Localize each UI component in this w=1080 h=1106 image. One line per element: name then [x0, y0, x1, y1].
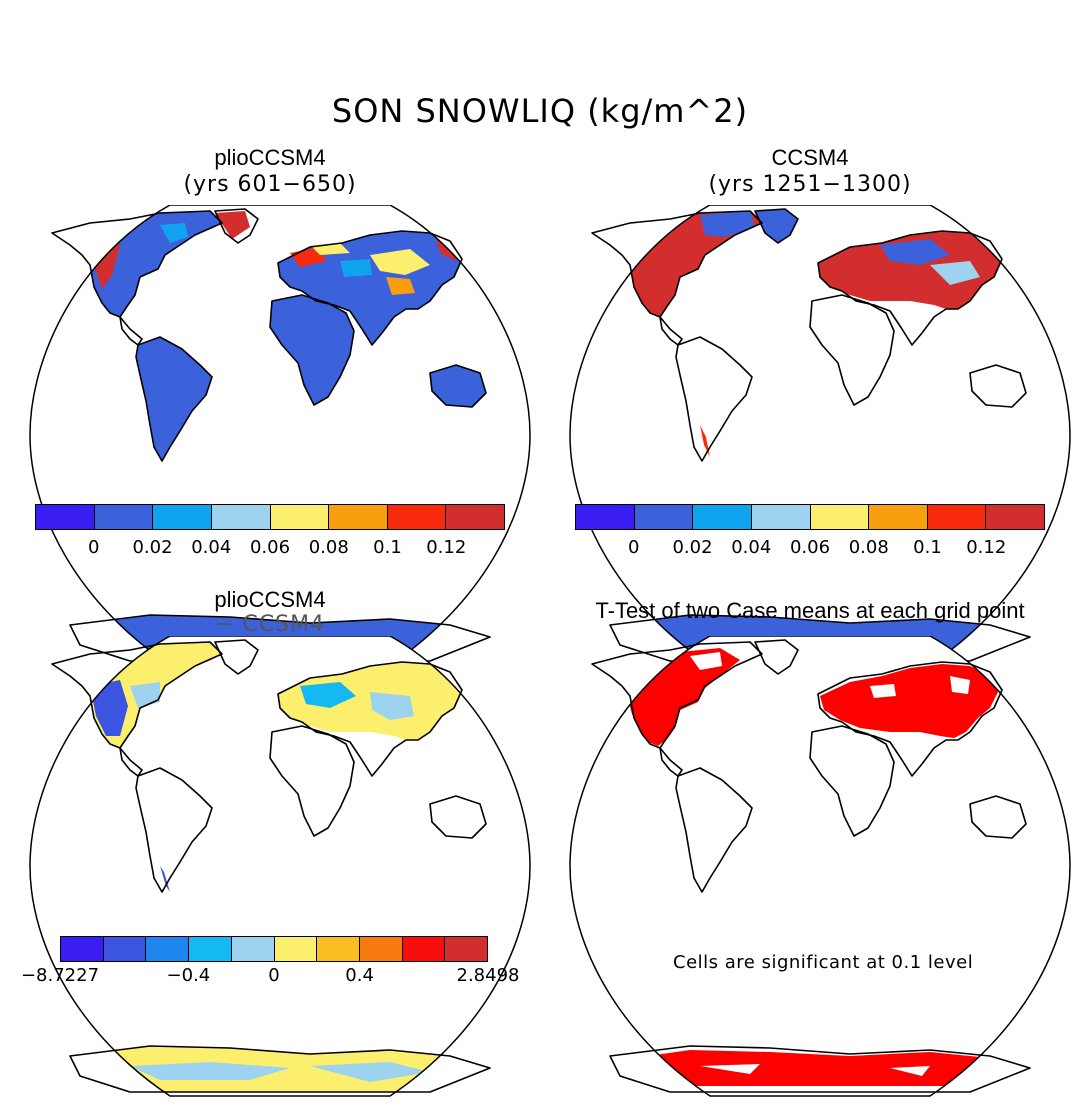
colorbar-CCSM4-tick-label: 0 [628, 537, 640, 558]
colorbar-CCSM4-swatch [810, 505, 870, 529]
colorbar-CCSM4-tick-label: 0.1 [913, 537, 942, 558]
colorbar-difference-swatch [103, 937, 147, 961]
colorbar-plioCCSM4-swatch [387, 505, 447, 529]
colorbar-plioCCSM4-swatch [270, 505, 330, 529]
colorbar-difference-tick-label: −0.4 [166, 965, 211, 986]
colorbar-plioCCSM4-swatch [94, 505, 154, 529]
colorbar-CCSM4-swatch [576, 505, 635, 529]
colorbar-CCSM4-tick-label: 0.02 [672, 537, 713, 558]
colorbar-difference-tick-label: −8.7227 [20, 965, 100, 986]
colorbar-plioCCSM4-tick-label: 0.06 [249, 537, 291, 558]
colorbar-difference-swatch [317, 937, 360, 961]
colorbar-plioCCSM4-swatch [329, 505, 388, 529]
significance-note: Cells are significant at 0.1 level [673, 952, 974, 973]
colorbar-CCSM4-swatch [986, 505, 1044, 529]
map-difference [29, 636, 531, 1097]
colorbar-plioCCSM4-swatch [36, 505, 95, 529]
colorbar-plioCCSM4-labels: 0 0.02 0.04 0.06 0.08 0.1 0.12 [35, 537, 505, 561]
colorbar-CCSM4-swatch [927, 505, 987, 529]
colorbar-difference-swatch [189, 937, 232, 961]
colorbar-plioCCSM4-swatch [153, 505, 212, 529]
colorbar-difference-tick-label: 0.4 [345, 965, 374, 986]
map-CCSM4 [569, 205, 1071, 666]
colorbar-plioCCSM4-tick-label: 0 [88, 537, 100, 558]
colorbar-difference [60, 936, 488, 962]
panel-4-title: T-Test of two Case means at each grid po… [595, 598, 1025, 623]
colorbar-plioCCSM4-tick-label: 0.12 [426, 537, 467, 558]
panel-2-subtitle: (yrs 1251−1300) [708, 172, 912, 197]
colorbar-difference-swatch [61, 937, 104, 961]
colorbar-difference-swatch [231, 937, 275, 961]
figure-title: SON SNOWLIQ (kg/m^2) [331, 92, 749, 130]
nonsignificant-gaps [690, 652, 970, 1076]
colorbar-plioCCSM4-tick-label: 0.04 [191, 537, 232, 558]
colorbar-CCSM4-swatch [751, 505, 811, 529]
colorbar-CCSM4-labels: 0 0.02 0.04 0.06 0.08 0.1 0.12 [575, 537, 1045, 561]
colorbar-plioCCSM4-tick-label: 0.1 [373, 537, 402, 558]
colorbar-plioCCSM4 [35, 504, 505, 530]
colorbar-CCSM4-swatch [869, 505, 928, 529]
colorbar-difference-swatch [146, 937, 190, 961]
colorbar-CCSM4-tick-label: 0.04 [731, 537, 772, 558]
colorbar-difference-swatch [445, 937, 488, 961]
panel-1-title: plioCCSM4 [214, 145, 326, 170]
colorbar-difference-tick-label: 0 [268, 965, 280, 986]
colorbar-CCSM4-tick-label: 0.06 [789, 537, 831, 558]
panel-3-subtitle: − CCSM4 [214, 612, 326, 637]
colorbar-CCSM4-swatch [693, 505, 752, 529]
colorbar-difference-labels: −8.7227 −0.4 0 0.4 2.8498 [21, 965, 520, 989]
colorbar-CCSM4-tick-label: 0.12 [966, 537, 1007, 558]
colorbar-difference-swatch [402, 937, 446, 961]
colorbar-difference-swatch [359, 937, 403, 961]
colorbar-plioCCSM4-swatch [211, 505, 271, 529]
colorbar-plioCCSM4-swatch [446, 505, 504, 529]
panel-1-subtitle: (yrs 601−650) [183, 172, 357, 197]
colorbar-difference-tick-label: 2.8498 [456, 965, 520, 986]
map-ttest [569, 636, 1071, 1097]
colorbar-CCSM4-swatch [634, 505, 694, 529]
map-plioCCSM4 [29, 205, 531, 666]
colorbar-CCSM4 [575, 504, 1045, 530]
colorbar-difference-swatch [274, 937, 318, 961]
colorbar-plioCCSM4-tick-label: 0.02 [132, 537, 173, 558]
colorbar-plioCCSM4-tick-label: 0.08 [308, 537, 349, 558]
panel-3-title: plioCCSM4 [214, 587, 326, 612]
panel-2-title: CCSM4 [771, 145, 849, 170]
colorbar-CCSM4-tick-label: 0.08 [848, 537, 889, 558]
